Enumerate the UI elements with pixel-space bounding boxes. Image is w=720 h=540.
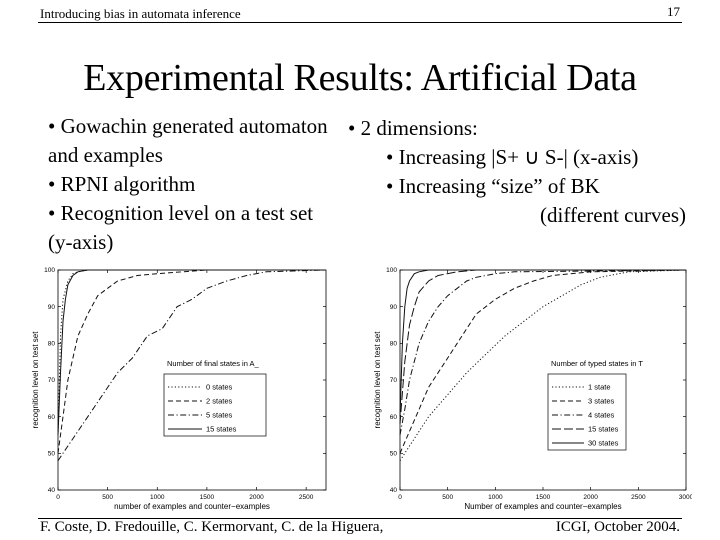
y-axis-label: recognition level on test set (373, 331, 382, 429)
left-bullets: • Gowachin generated automaton and examp… (48, 112, 338, 257)
x-tick-label: 1000 (150, 494, 165, 501)
x-tick-label: 500 (442, 494, 453, 501)
page-number: 17 (667, 4, 680, 19)
y-tick-label: 70 (390, 377, 398, 384)
sub-bullet-xaxis: • Increasing |S+ ∪ S-| (x-axis) (386, 145, 639, 169)
bullet-gowachin: • Gowachin generated automaton and examp… (48, 114, 328, 167)
x-tick-label: 0 (398, 494, 402, 501)
chart-final-states: 0 500 1000 1500 2000 2500 40 50 60 70 80 90 100 numbe… (31, 267, 327, 511)
series-line-3-states (399, 269, 687, 454)
x-axis-label: Number of examples and counter−examples (464, 502, 621, 511)
y-tick-label: 90 (48, 304, 56, 311)
legend-entry: 15 states (206, 425, 237, 434)
slide-title: Experimental Results: Artificial Data (83, 57, 637, 99)
right-bullets: • 2 dimensions: • Increasing |S+ ∪ S-| (… (348, 114, 688, 230)
y-tick-label: 80 (48, 341, 56, 348)
x-tick-label: 2000 (583, 494, 598, 501)
legend-entry: 0 states (206, 383, 233, 392)
series-line-2-states (57, 269, 326, 454)
chart-typed-states: 0 500 1000 1500 2000 2500 3000 40 50 60 70 80 90 100 N… (373, 267, 692, 511)
x-tick-label: 1000 (488, 494, 503, 501)
bullet-dimensions: • 2 dimensions: (348, 116, 478, 140)
x-tick-label: 0 (56, 494, 60, 501)
series-line-30-states (399, 269, 686, 417)
legend-entry: 15 states (588, 425, 619, 434)
y-tick-label: 100 (386, 267, 397, 274)
legend-entry: 2 states (206, 397, 233, 406)
header-divider (38, 22, 682, 23)
y-tick-label: 100 (44, 267, 55, 274)
footer-authors: F. Coste, D. Fredouille, C. Kermorvant, … (40, 519, 384, 535)
y-tick-label: 70 (48, 377, 56, 384)
plot-frame (399, 269, 687, 491)
legend-box (163, 373, 267, 437)
y-tick-label: 50 (48, 451, 56, 458)
bullet-recognition: • Recognition level on a test set (y-axi… (48, 201, 314, 254)
y-tick-label: 80 (390, 341, 398, 348)
y-tick-label: 50 (390, 451, 398, 458)
y-tick-label: 60 (390, 414, 398, 421)
legend-box (547, 373, 627, 451)
series-line-5-states (57, 269, 327, 461)
series-line-4-states (399, 269, 687, 436)
footer-divider (38, 518, 682, 519)
legend-entry: 3 states (588, 397, 615, 406)
x-tick-label: 1500 (536, 494, 551, 501)
legend-entry: 5 states (206, 411, 233, 420)
bullet-rpni: • RPNI algorithm (48, 172, 196, 196)
header-title: Introducing bias in automata inference (40, 6, 241, 21)
x-tick-label: 2000 (249, 494, 264, 501)
legend-entry: 30 states (588, 439, 619, 448)
series-line-15-states (399, 269, 686, 425)
y-tick-label: 60 (48, 414, 56, 421)
legend-entry: 4 states (588, 411, 615, 420)
x-tick-label: 2500 (631, 494, 646, 501)
x-axis-label: number of examples and counter−examples (114, 502, 270, 511)
y-tick-label: 40 (390, 487, 398, 494)
x-tick-label: 2500 (299, 494, 314, 501)
x-tick-label: 3000 (679, 494, 692, 501)
sub-bullet-bk-size: • Increasing “size” of BK (386, 174, 600, 198)
x-tick-label: 500 (102, 494, 113, 501)
footer-venue: ICGI, October 2004. (555, 519, 680, 535)
legend-title: Number of final states in A_ (167, 359, 260, 368)
y-axis-label: recognition level on test set (31, 331, 40, 429)
series-line-15-states (57, 269, 326, 436)
legend-title: Number of typed states in T (551, 359, 643, 368)
series-line-1-state (399, 269, 687, 461)
sub-bullet-curves: (different curves) (540, 203, 686, 227)
y-tick-label: 90 (390, 304, 398, 311)
x-tick-label: 1500 (200, 494, 215, 501)
y-tick-label: 40 (48, 487, 56, 494)
legend-entry: 1 state (588, 383, 611, 392)
